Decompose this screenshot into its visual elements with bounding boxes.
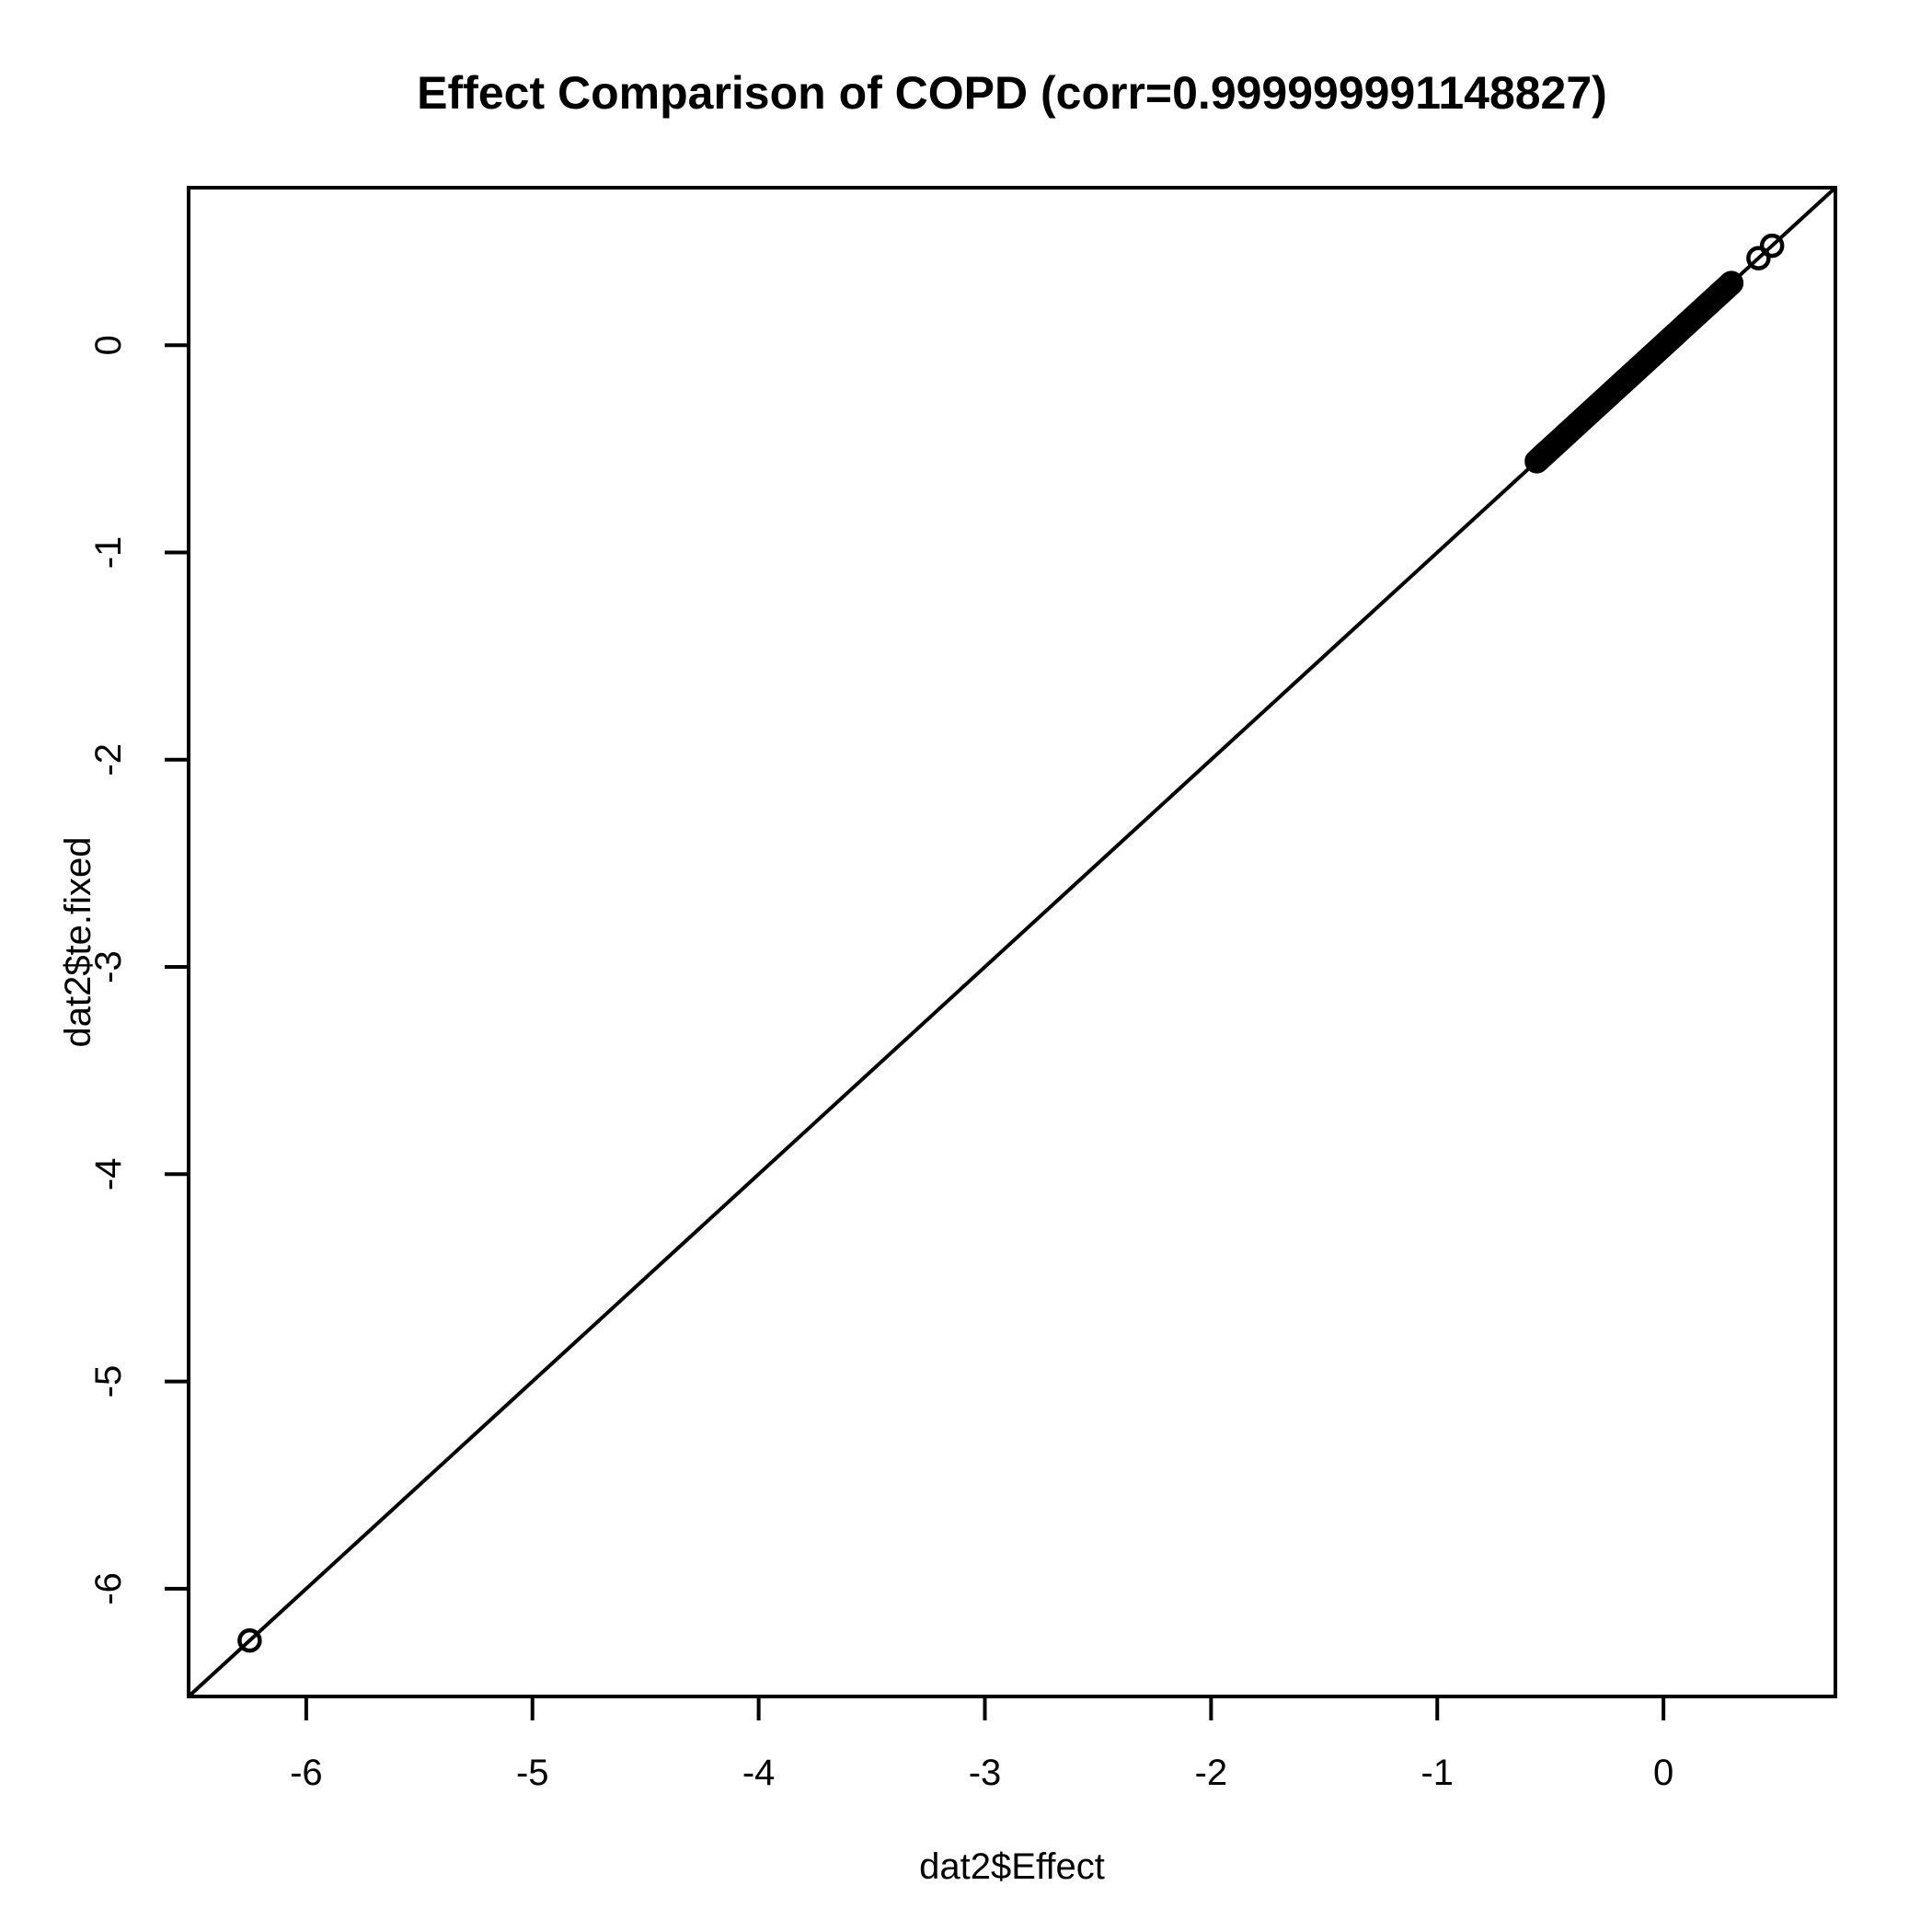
x-axis-label: dat2$Effect [919,1846,1105,1887]
x-tick-label: -2 [1195,1753,1228,1793]
x-tick-label: -1 [1420,1753,1454,1793]
data-point [1759,233,1785,259]
x-tick-label: 0 [1653,1753,1673,1793]
chart-title: Effect Comparison of COPD (corr=0.999999… [417,67,1607,119]
y-tick-label: 0 [88,335,129,355]
y-tick-label: -5 [88,1365,129,1398]
x-tick-label: -5 [516,1753,549,1793]
y-axis: -6 -5 -4 -3 -2 -1 0 [88,335,189,1605]
data-point [1746,246,1771,270]
y-tick-label: -4 [88,1158,129,1191]
x-tick-label: -6 [290,1753,323,1793]
y-tick-label: -2 [88,743,129,776]
plot-box [187,186,1837,1698]
y-tick-label: -3 [88,950,129,983]
x-axis: -6 -5 -4 -3 -2 -1 0 [290,1696,1673,1793]
y-tick-label: -6 [88,1572,129,1605]
data-layer [187,186,1837,1698]
y-tick-label: -1 [88,536,129,569]
x-tick-label: -4 [742,1753,776,1793]
data-point [1719,270,1744,295]
y-axis-label: dat2$te.fixed [58,836,98,1047]
data-point [237,1627,262,1653]
x-tick-label: -3 [969,1753,1002,1793]
